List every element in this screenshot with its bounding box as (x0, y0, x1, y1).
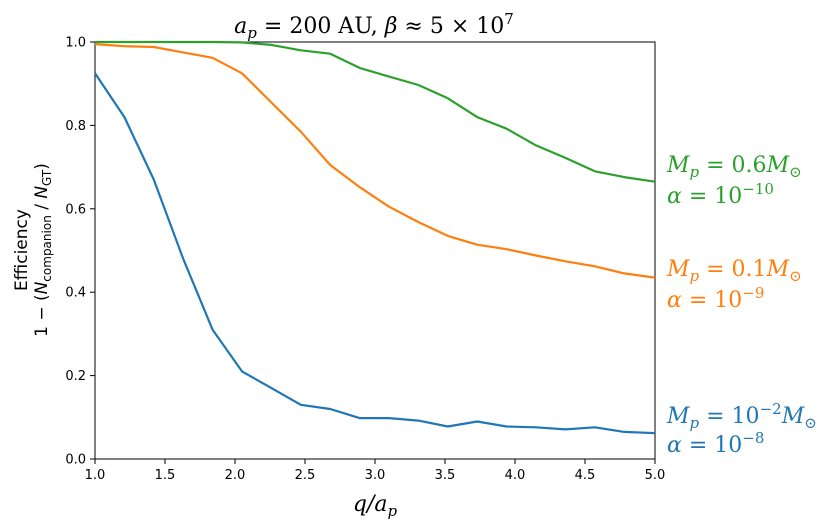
annotation-green: Mp = 0.6M⊙ α = 10−10 (666, 153, 802, 209)
svg-text:α = 10−10: α = 10−10 (667, 180, 774, 209)
svg-text:1 − (Ncompanion / NGT): 1 − (Ncompanion / NGT) (32, 163, 54, 337)
svg-text:Mp = 10−2M⊙: Mp = 10−2M⊙ (666, 400, 817, 432)
y-tick-label: 0.4 (65, 286, 86, 301)
x-tick-label: 4.5 (575, 468, 596, 483)
y-tick-label: 0.0 (65, 453, 86, 468)
series-line-1 (94, 43, 656, 279)
y-tick-label: 0.2 (65, 369, 86, 384)
y-tick-label: 1.0 (65, 36, 86, 51)
annotation-orange: Mp = 0.1M⊙ α = 10−9 (666, 257, 802, 313)
svg-text:α = 10−9: α = 10−9 (667, 284, 764, 313)
series-lines (94, 40, 656, 435)
x-tick-label: 2.5 (295, 468, 316, 483)
x-tick-label: 2.0 (225, 468, 246, 483)
svg-text:Efficiency: Efficiency (12, 209, 32, 291)
svg-text:Mp = 0.6M⊙: Mp = 0.6M⊙ (666, 153, 802, 181)
x-tick-label: 3.0 (365, 468, 386, 483)
annotation-blue: Mp = 10−2M⊙ α = 10−8 (666, 400, 817, 458)
svg-text:Mp = 0.1M⊙: Mp = 0.1M⊙ (666, 257, 802, 285)
series-line-2 (94, 72, 656, 435)
y-axis-label: Efficiency 1 − (Ncompanion / NGT) (12, 163, 54, 337)
x-tick-label: 1.0 (85, 468, 106, 483)
x-tick-label: 1.5 (155, 468, 176, 483)
x-tick-label: 4.0 (505, 468, 526, 483)
x-tick-label: 5.0 (645, 468, 666, 483)
y-tick-label: 0.8 (65, 119, 86, 134)
x-axis-label: q/ap (353, 492, 398, 520)
y-tick-label: 0.6 (65, 202, 86, 217)
x-axis-ticks: 1.0 1.5 2.0 2.5 3.0 3.5 4.0 4.5 5.0 (85, 459, 666, 483)
x-tick-label: 3.5 (435, 468, 456, 483)
chart-title: ap = 200 AU, β ≈ 5 × 107 (234, 10, 514, 42)
y-axis-ticks: 0.0 0.2 0.4 0.6 0.8 1.0 (65, 36, 95, 468)
svg-text:α = 10−8: α = 10−8 (667, 429, 764, 458)
series-line-0 (95, 40, 656, 183)
